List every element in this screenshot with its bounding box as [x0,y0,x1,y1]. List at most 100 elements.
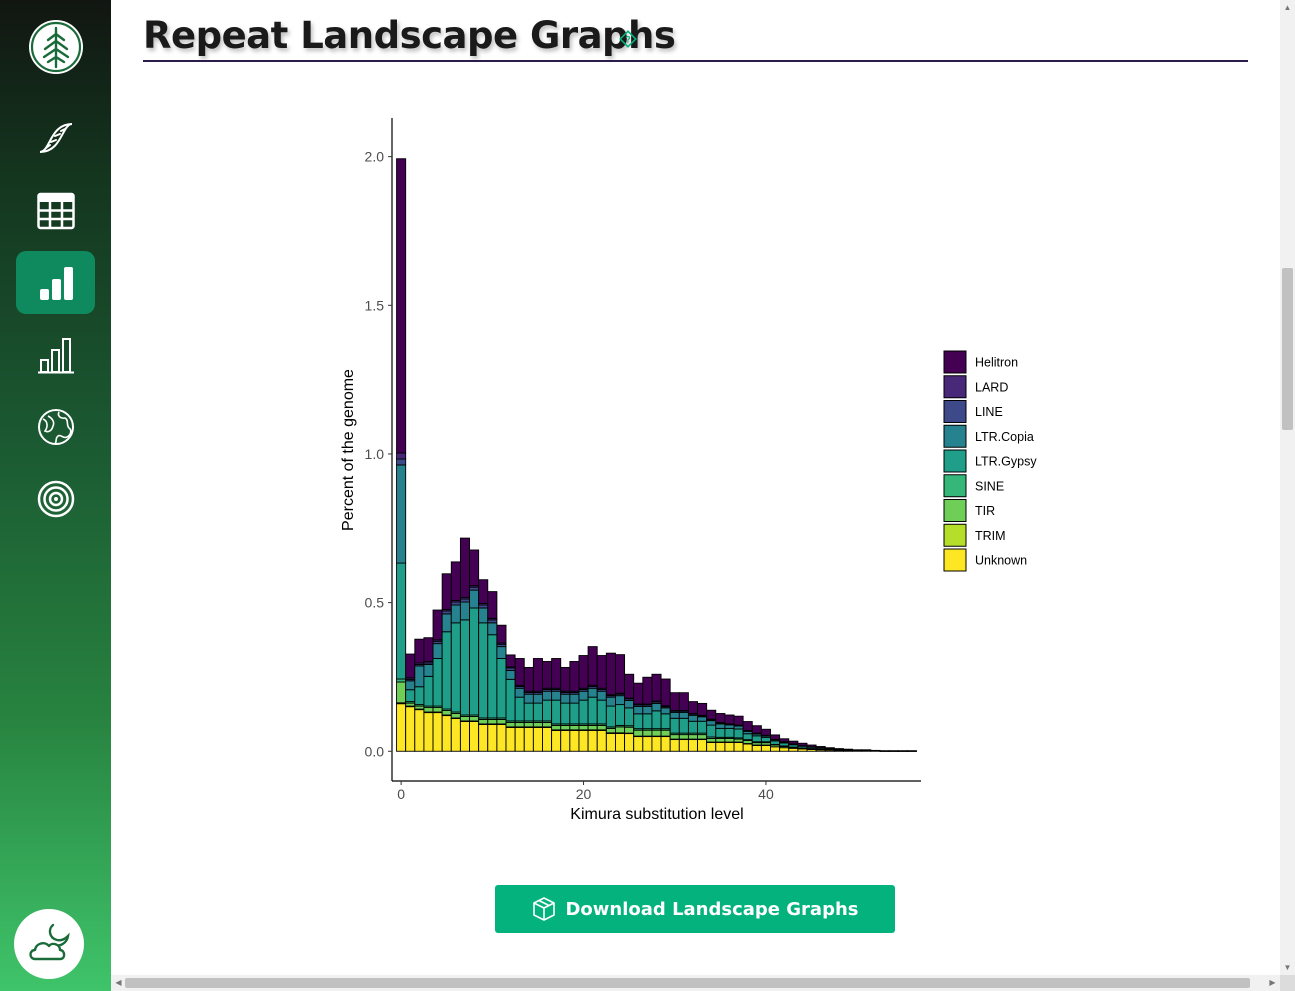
horizontal-scrollbar[interactable]: ◀ ▶ [111,975,1280,991]
scroll-down-arrow-icon[interactable]: ▼ [1283,963,1292,972]
bar-ltr-gypsy [715,727,726,738]
bar-tir [715,738,726,743]
sidebar-item-target[interactable] [16,467,95,530]
bar-ltr-gypsy [578,699,589,725]
bar-unknown [733,741,744,752]
bar-helitron [906,750,917,752]
legend-label: LTR.Gypsy [975,455,1037,469]
bar-ltr-copia [596,690,607,701]
help-icon[interactable]: ? [619,30,637,48]
sidebar-item-world[interactable] [16,395,95,458]
sidebar-item-sequences[interactable] [16,106,95,169]
bar-ltr-copia [487,622,498,636]
bar-unknown [587,730,598,752]
vertical-scroll-thumb[interactable] [1282,268,1293,430]
y-tick-label: 0.5 [365,595,385,611]
scroll-right-arrow-icon[interactable]: ▶ [1269,978,1276,987]
bar-ltr-gypsy [742,733,753,741]
legend-label: SINE [975,479,1004,493]
title-divider [143,60,1248,62]
bar-ltr-gypsy [441,631,452,710]
sidebar-item-charts[interactable] [16,251,95,314]
bar-tir [441,710,452,716]
bar-tir [542,721,553,728]
bar-ltr-gypsy [560,702,571,725]
bar-helitron [651,673,662,702]
bar-unknown [396,703,407,752]
bar-helitron [478,579,489,604]
bar-helitron [788,740,799,745]
bar-line [396,458,407,466]
bar-unknown [615,732,626,752]
bar-helitron [642,676,653,705]
bar-tir [459,716,470,722]
bar-tir [678,734,689,740]
bar-ltr-gypsy [605,705,616,728]
sidebar-item-statistics[interactable] [16,323,95,386]
bar-ltr-gypsy [651,710,662,730]
bar-unknown [441,715,452,752]
cloud-moon-icon [29,923,70,961]
vertical-scrollbar[interactable]: ▲ ▼ [1280,0,1295,975]
bar-helitron [423,637,434,662]
legend-label: TRIM [975,529,1006,543]
bar-ltr-gypsy [459,619,470,716]
bar-tir [496,719,507,725]
scroll-left-arrow-icon[interactable]: ◀ [115,978,122,987]
bar-ltr-copia [505,669,516,680]
bar-tir [596,724,607,731]
bar-unknown [459,721,470,752]
theme-toggle-button[interactable] [14,909,84,979]
bar-unknown [450,718,461,752]
bar-helitron [624,673,635,699]
bar-unknown [742,743,753,752]
box-icon [533,897,556,921]
bar-ltr-gypsy [587,696,598,725]
bar-unknown [478,724,489,752]
bar-ltr-gypsy [496,658,507,719]
bar-helitron [405,653,416,679]
bar-chart-icon [39,266,73,300]
bar-tir [578,724,589,731]
bar-helitron [633,682,644,705]
bar-ltr-copia [633,705,644,715]
bar-ltr-gypsy [505,678,516,722]
bar-unknown [633,735,644,752]
bar-ltr-gypsy [523,702,534,722]
bar-tir [724,738,735,743]
bar-ltr-copia [578,690,589,701]
legend-swatch [943,400,967,423]
bar-tir [605,727,616,734]
bar-ltr-copia [441,613,452,633]
bar-tir [660,729,671,737]
bar-helitron [450,561,461,601]
bar-helitron [505,654,516,668]
legend-label: Unknown [975,554,1027,568]
scroll-up-arrow-icon[interactable]: ▲ [1283,3,1292,12]
bar-ltr-copia [615,695,626,706]
bar-tir [642,729,653,737]
bar-helitron [833,748,844,750]
download-landscape-button[interactable]: Download Landscape Graphs [495,885,895,933]
app-logo[interactable] [29,20,83,74]
bar-helitron [496,624,507,644]
bar-ltr-gypsy [551,699,562,725]
bar-tir [523,721,534,728]
horizontal-scroll-thumb[interactable] [125,978,1250,988]
bar-helitron [596,655,607,689]
bar-tir [396,681,407,704]
bar-unknown [605,732,616,752]
bar-ltr-copia [496,646,507,659]
bar-unknown [578,730,589,752]
globe-icon [37,408,74,445]
bar-unknown [487,724,498,752]
bar-helitron [888,750,899,752]
chart-legend: Helitron LARD LINE LTR.Copia LTR.Gypsy SINE TI… [943,350,1037,572]
bar-ltr-gypsy [478,622,489,719]
scrollbar-corner [1280,975,1295,991]
bar-unknown [423,712,434,752]
x-tick-label: 0 [397,786,405,802]
bar-ltr-copia [423,664,434,677]
sidebar-item-table[interactable] [16,179,95,242]
bar-ltr-gypsy [596,699,607,725]
